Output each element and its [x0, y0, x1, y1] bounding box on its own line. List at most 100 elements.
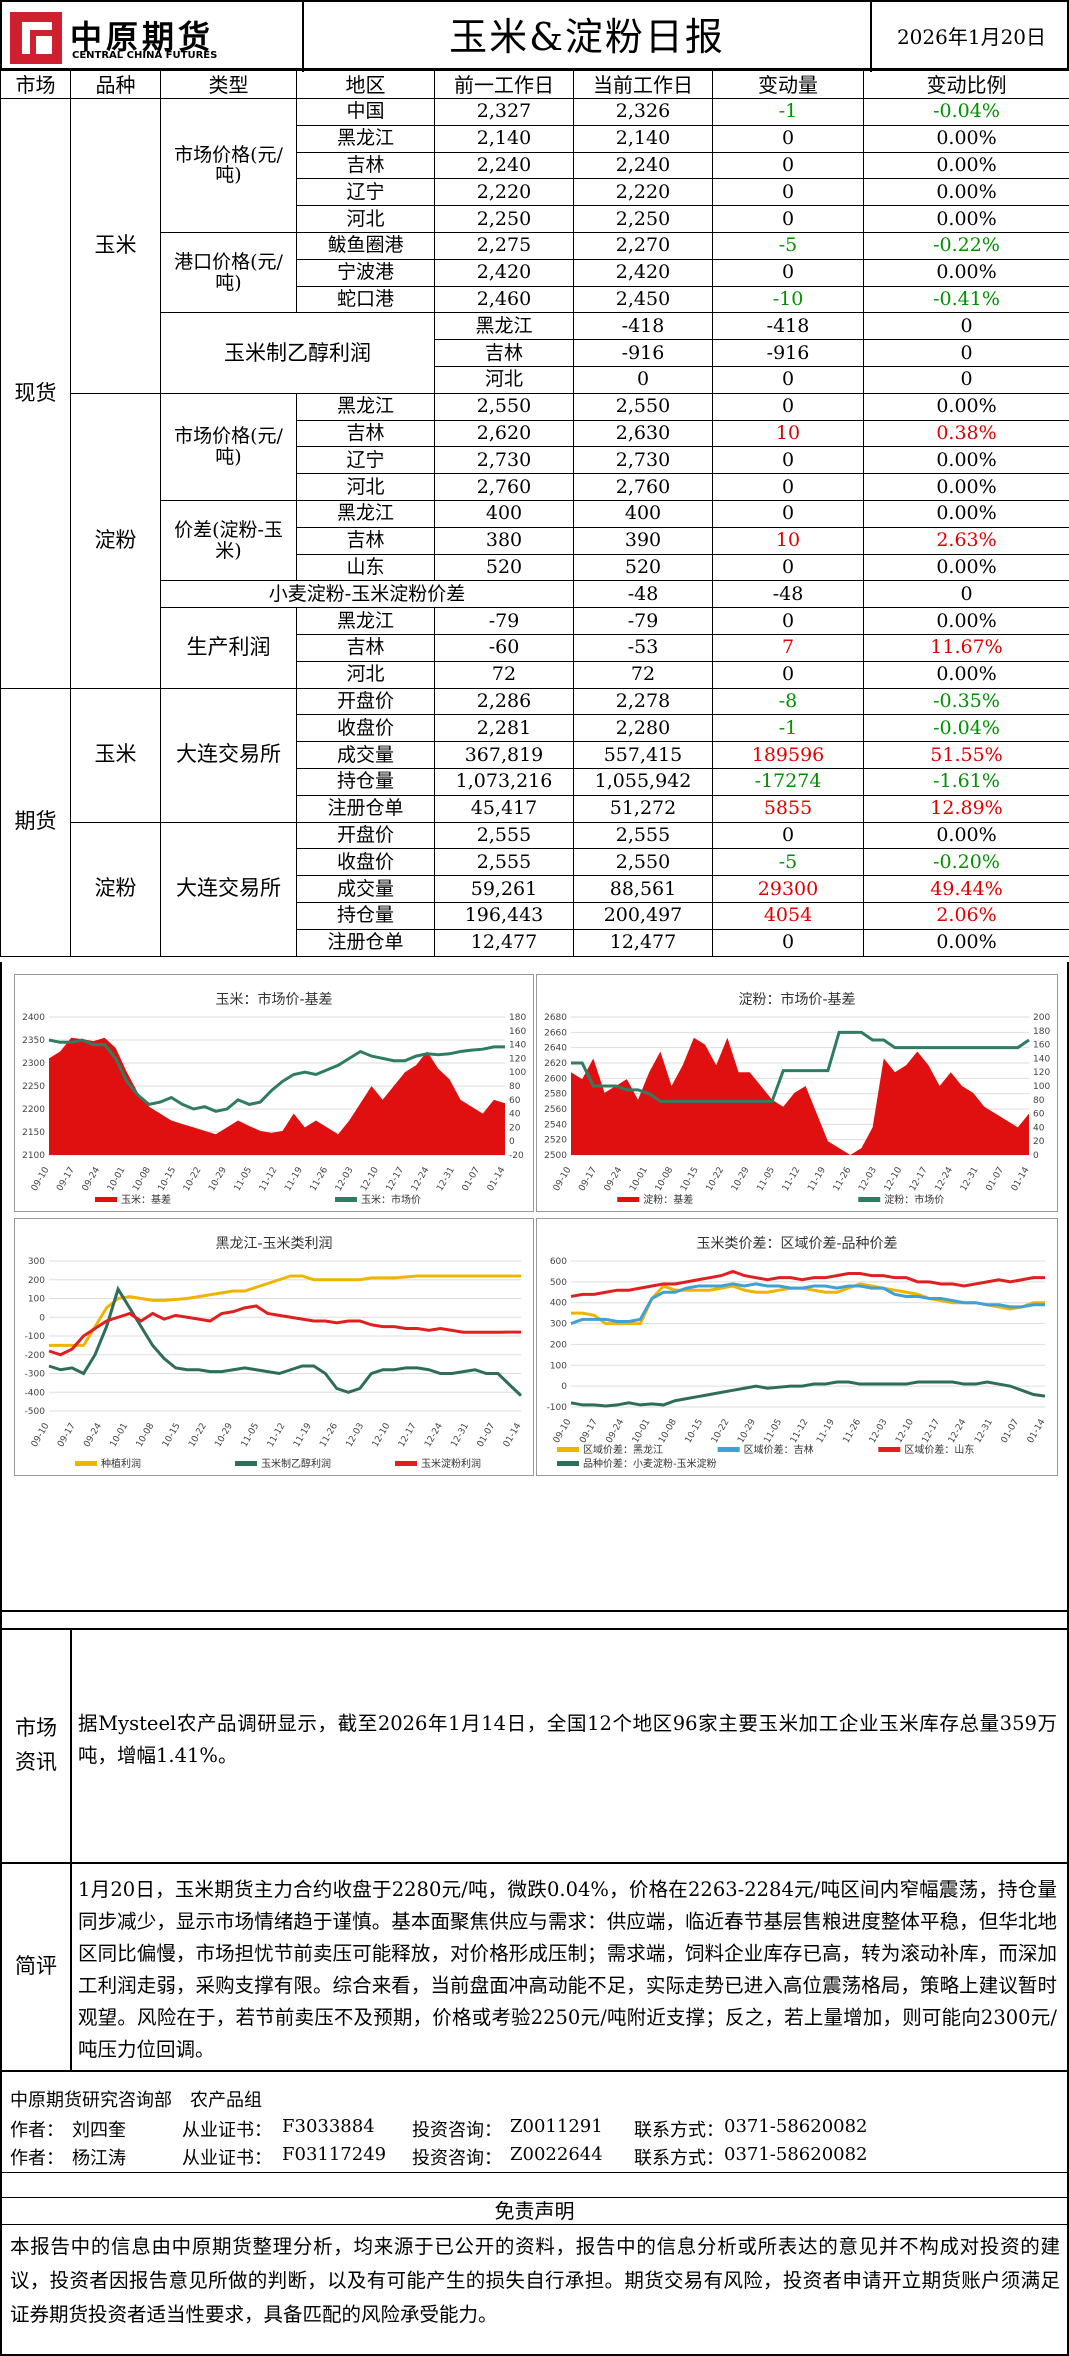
y-tick-label: 200	[28, 1276, 45, 1286]
disclaimer-title: 免责声明	[2, 2197, 1067, 2225]
review-label: 简评	[2, 1864, 72, 2070]
y-tick-label: 400	[550, 1299, 567, 1309]
y-right-tick-label: 180	[509, 1013, 526, 1023]
prev-value: -418	[573, 312, 713, 341]
legend-label: 种植利润	[101, 1457, 141, 1470]
x-tick-label: 01-07	[984, 1166, 1006, 1194]
x-tick-label: 10-22	[710, 1418, 732, 1446]
region-cell: 持仓量	[296, 901, 435, 930]
series-line	[49, 1274, 521, 1347]
y-right-tick-label: -20	[509, 1151, 524, 1161]
current-value: 2,555	[573, 821, 713, 850]
change-value: 4054	[712, 901, 864, 930]
change-percent: 12.89%	[863, 794, 1069, 823]
change-percent: 0.00%	[863, 473, 1069, 501]
legend-swatch	[878, 1447, 901, 1452]
change-value: -5	[712, 231, 864, 260]
chart-title: 黑龙江-玉米类利润	[215, 1236, 333, 1252]
y-right-tick-label: 100	[1033, 1082, 1050, 1092]
type-label: 生产利润	[160, 607, 297, 689]
x-tick-label: 12-24	[934, 1165, 956, 1193]
y-right-tick-label: 160	[509, 1027, 526, 1037]
logo-mark-icon	[10, 12, 62, 64]
y-tick-label: -100	[547, 1403, 568, 1413]
x-tick-label: 01-14	[486, 1165, 508, 1193]
prev-value: 59,261	[434, 875, 574, 903]
x-tick-label: 12-03	[334, 1166, 356, 1194]
x-tick-label: 10-01	[106, 1166, 128, 1194]
change-percent: 49.44%	[863, 875, 1069, 903]
table-row: 收盘价 2,555 2,550 -5 -0.20%	[1, 848, 1069, 877]
change-percent: -1.61%	[863, 767, 1069, 796]
y-tick-label: -200	[25, 1351, 46, 1361]
change-percent: 0.00%	[863, 178, 1069, 207]
prev-value: 2,240	[434, 151, 574, 180]
region-cell: 开盘价	[296, 687, 435, 716]
current-value: 2,730	[573, 446, 713, 475]
x-tick-label: 09-24	[81, 1165, 103, 1193]
y-tick-label: 2620	[544, 1059, 567, 1069]
legend-swatch	[717, 1447, 740, 1452]
x-tick-label: 10-15	[684, 1418, 706, 1446]
y-tick-label: 2300	[22, 1059, 45, 1069]
region-cell: 黑龙江	[296, 607, 435, 635]
prev-value: 1,073,216	[434, 767, 574, 796]
current-value: 557,415	[573, 741, 713, 769]
y-right-tick-label: 140	[509, 1041, 526, 1051]
author-label: 作者：	[10, 2148, 64, 2169]
legend-label: 淀粉：基差	[643, 1193, 693, 1206]
legend-swatch	[617, 1197, 640, 1202]
series-area	[49, 1037, 505, 1155]
y-right-tick-label: 160	[1033, 1041, 1050, 1051]
change-value: 0	[712, 473, 864, 501]
chart-heilongjiang-profit: 黑龙江-玉米类利润 -500 -400 -300 -200 -100 0 100 200 300…	[14, 1218, 534, 1476]
chart-title: 玉米：市场价-基差	[215, 992, 333, 1008]
region-cell: 黑龙江	[434, 312, 574, 341]
x-tick-label: 11-05	[240, 1422, 262, 1450]
change-percent: -0.04%	[863, 98, 1069, 126]
table-row: 生产利润 黑龙江 -79 -79 0 0.00%	[1, 607, 1069, 689]
x-tick-label: 11-26	[832, 1165, 854, 1193]
y-right-tick-label: 120	[509, 1054, 526, 1064]
change-value: -5	[712, 848, 864, 877]
legend-swatch	[95, 1197, 117, 1202]
table-header-row: 市场 品种 类型 地区 前一工作日 当前工作日 变动量 变动比例	[0, 70, 1069, 99]
x-tick-label: 10-01	[628, 1166, 650, 1194]
legend-swatch	[557, 1447, 579, 1452]
y-tick-label: 300	[550, 1320, 567, 1330]
prev-value: 2,140	[434, 124, 574, 153]
region-cell: 吉林	[434, 339, 574, 367]
change-value: -10	[712, 285, 864, 314]
x-tick-label: 12-03	[345, 1422, 367, 1450]
x-tick-label: 10-15	[157, 1166, 179, 1194]
x-tick-label: 12-10	[371, 1421, 393, 1449]
prev-value: 196,443	[434, 901, 574, 930]
region-cell: 黑龙江	[296, 124, 435, 153]
current-value: 2,250	[573, 205, 713, 233]
x-tick-label: 09-10	[552, 1165, 574, 1193]
x-tick-label: 12-03	[857, 1166, 879, 1194]
y-tick-label: 200	[550, 1340, 567, 1350]
current-value: 2,550	[573, 392, 713, 421]
author-name: 杨江涛	[72, 2148, 126, 2169]
prev-value: 2,460	[434, 285, 574, 314]
type-label: 港口价格(元/吨)	[160, 231, 297, 314]
prev-value: 2,555	[434, 821, 574, 850]
change-value: 189596	[712, 741, 864, 769]
x-tick-label: 10-15	[161, 1422, 183, 1450]
variety-label: 玉米	[70, 98, 161, 394]
change-percent: 0.00%	[863, 607, 1069, 635]
change-value: 0	[712, 660, 864, 689]
x-tick-label: 01-07	[1000, 1418, 1022, 1446]
x-tick-label: 10-01	[109, 1422, 131, 1450]
type-label: 市场价格(元/吨)	[160, 98, 297, 233]
table-row: 山东 520 520 0 0.00%	[1, 553, 1069, 582]
x-tick-label: 10-22	[705, 1166, 727, 1194]
current-value: -48	[712, 580, 864, 609]
y-tick-label: 100	[550, 1361, 567, 1371]
x-tick-label: 11-05	[755, 1166, 777, 1194]
change-percent: 0.00%	[863, 553, 1069, 582]
y-tick-label: 2580	[544, 1090, 567, 1100]
change-percent: 0.00%	[863, 151, 1069, 180]
legend-label: 品种价差：小麦淀粉-玉米淀粉	[583, 1457, 717, 1470]
